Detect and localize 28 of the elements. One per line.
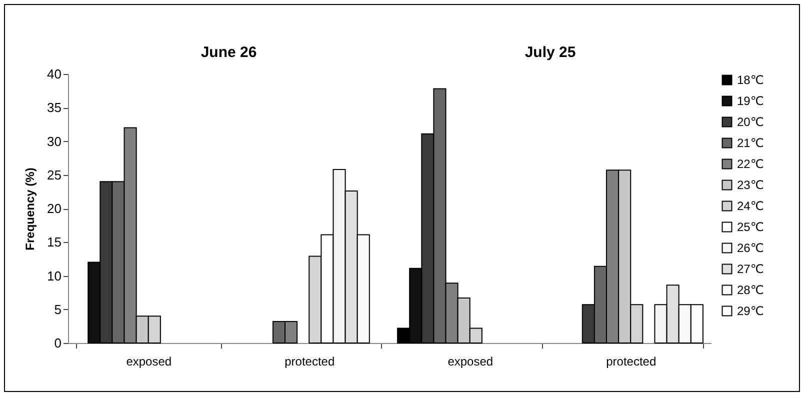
legend-label: 20℃ bbox=[737, 115, 764, 129]
legend-label: 28℃ bbox=[737, 283, 764, 297]
legend-label: 21℃ bbox=[737, 136, 764, 150]
x-tick-label: protected bbox=[606, 354, 656, 368]
legend-label: 27℃ bbox=[737, 262, 764, 276]
y-tick-label: 30 bbox=[47, 134, 62, 149]
y-axis-title: Frequency (%) bbox=[23, 168, 38, 250]
y-tick-label: 0 bbox=[54, 336, 62, 350]
legend-label: 29℃ bbox=[737, 304, 764, 318]
y-tick-label: 15 bbox=[47, 234, 62, 250]
y-tick-label: 40 bbox=[47, 66, 62, 82]
legend-label: 26℃ bbox=[737, 241, 764, 255]
y-tick-label: 20 bbox=[47, 201, 62, 216]
text: June 26 bbox=[200, 44, 257, 61]
legend-label: 18℃ bbox=[737, 73, 764, 87]
legend-label: 25℃ bbox=[737, 220, 764, 234]
x-tick-label: exposed bbox=[126, 354, 172, 368]
y-tick-label: 25 bbox=[47, 167, 62, 182]
legend-label: 24℃ bbox=[737, 199, 764, 213]
legend-label: 22℃ bbox=[737, 157, 764, 171]
y-tick-label: 10 bbox=[47, 268, 62, 284]
y-tick-label: 35 bbox=[47, 100, 62, 116]
legend-label: 23℃ bbox=[737, 178, 764, 192]
x-tick-label: exposed bbox=[448, 354, 494, 368]
text: July 25 bbox=[524, 44, 576, 61]
legend-label: 19℃ bbox=[737, 94, 764, 108]
x-tick-label: protected bbox=[284, 354, 335, 368]
y-tick-label: 5 bbox=[54, 302, 62, 317]
